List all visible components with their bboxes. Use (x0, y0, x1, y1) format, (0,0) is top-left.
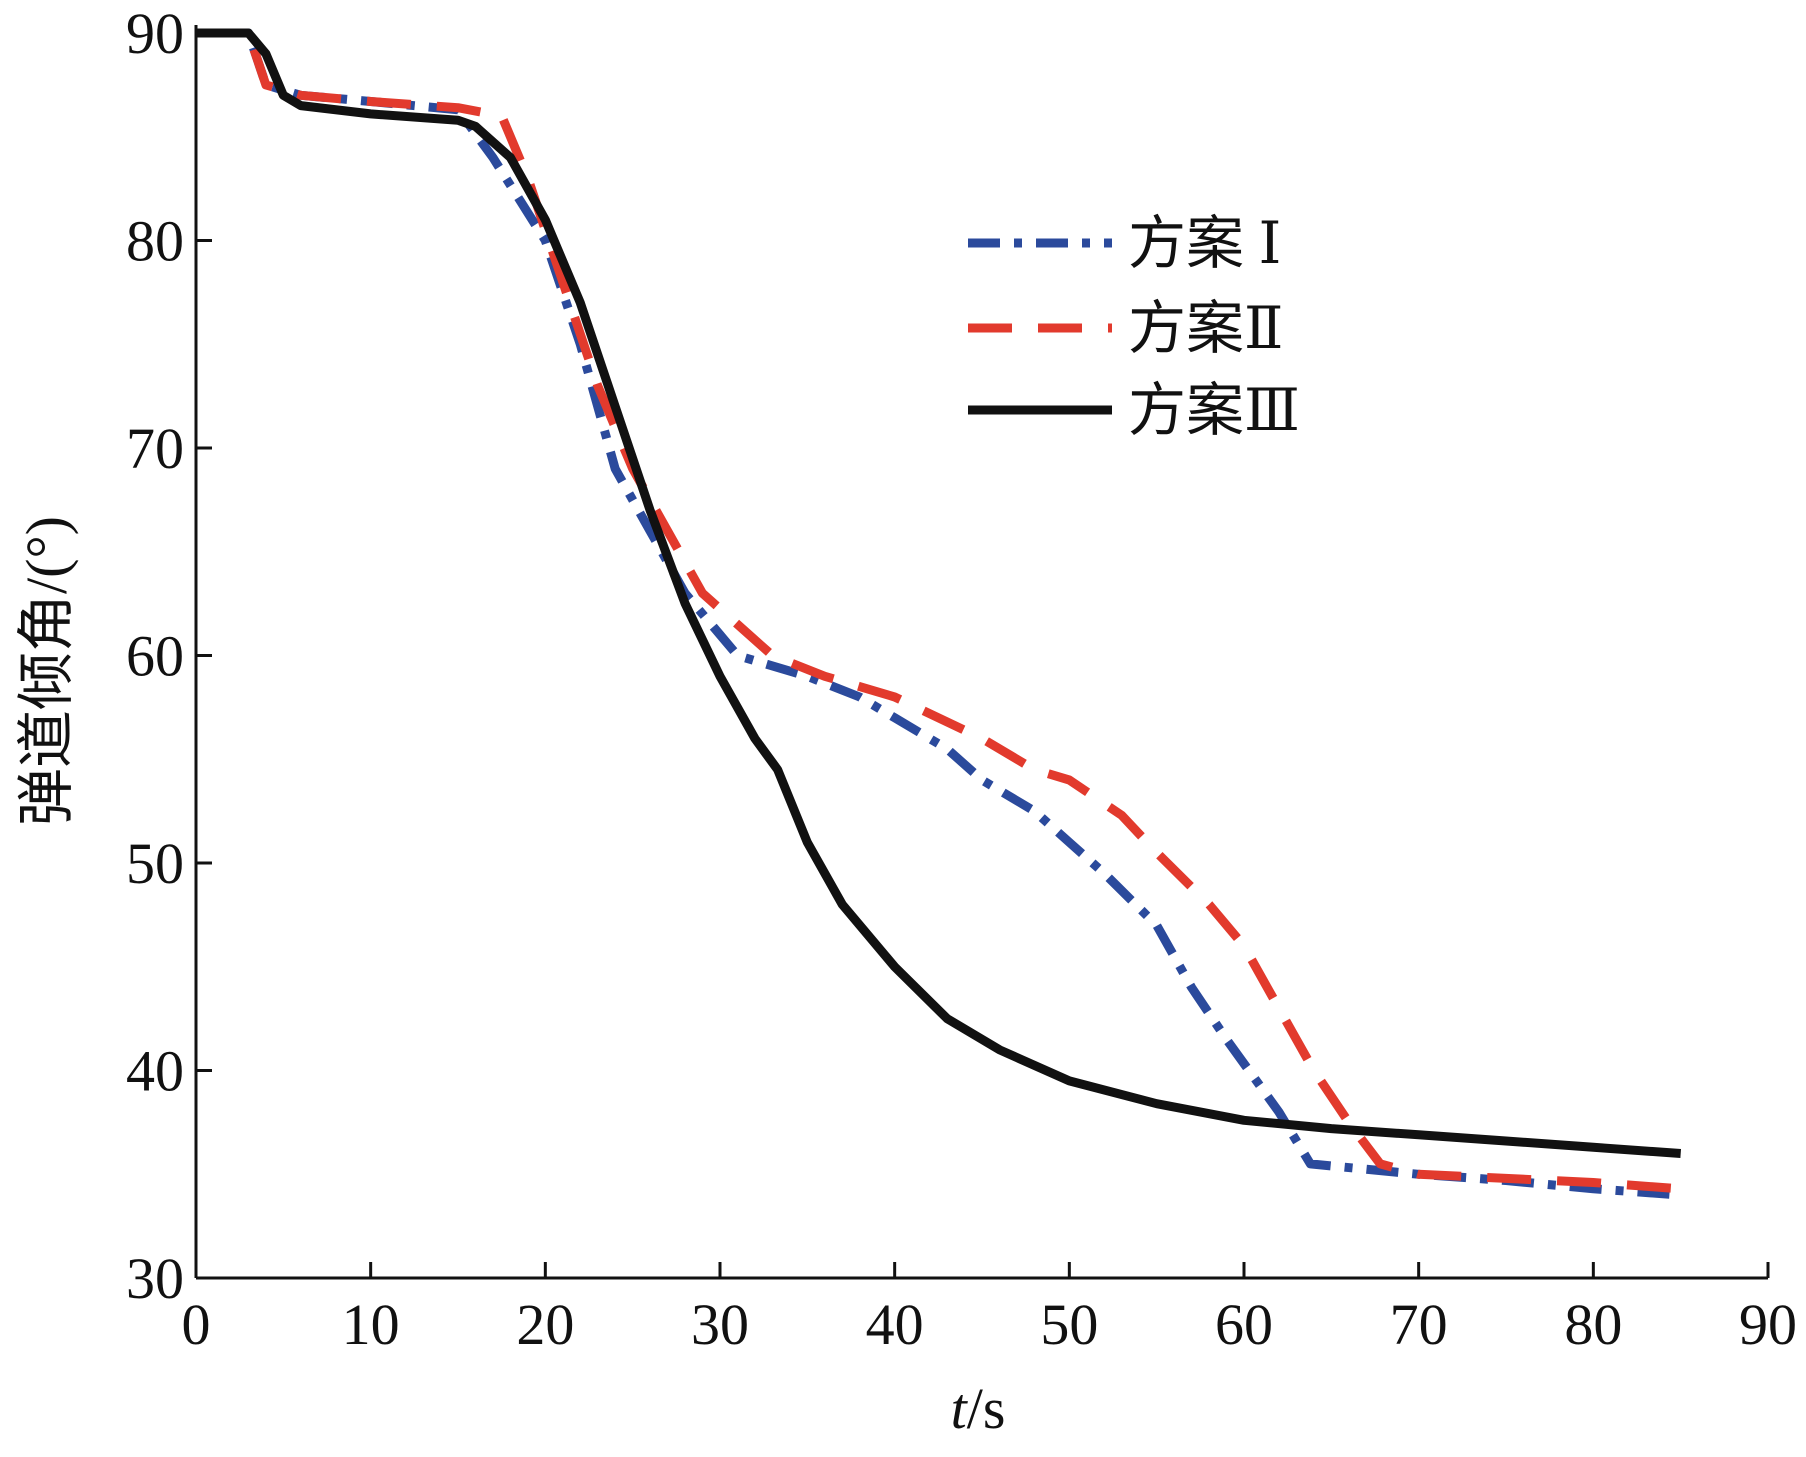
y-tick-label: 70 (126, 416, 184, 481)
y-tick-label: 60 (126, 624, 184, 689)
y-tick-label: 90 (126, 1, 184, 66)
x-tick-label: 20 (516, 1292, 574, 1357)
x-tick-label: 80 (1564, 1292, 1622, 1357)
x-axis-label: t/s (951, 1376, 1006, 1441)
legend: 方案 Ⅰ 方案Ⅱ 方案Ⅲ (968, 211, 1300, 443)
x-tick-label: 30 (691, 1292, 749, 1357)
y-axis-label: 弹道倾角/(°) (14, 516, 79, 826)
y-tick-label: 80 (126, 209, 184, 274)
x-tick-label: 10 (342, 1292, 400, 1357)
plot-lines (196, 28, 1682, 1200)
y-tick-label: 30 (126, 1246, 184, 1311)
legend-label-1: 方案 Ⅰ (1128, 211, 1281, 276)
x-tick-label: 90 (1739, 1292, 1797, 1357)
y-axis-ticks: 30 40 50 60 70 80 90 (126, 1, 212, 1311)
x-tick-label: 60 (1215, 1292, 1273, 1357)
y-tick-label: 50 (126, 831, 184, 896)
legend-label-3: 方案Ⅲ (1128, 378, 1300, 443)
x-tick-label: 0 (182, 1292, 211, 1357)
series-line-3 (196, 28, 1682, 1158)
x-axis-label-var: t (951, 1376, 969, 1441)
x-tick-label: 40 (866, 1292, 924, 1357)
series-line-2 (196, 28, 1682, 1194)
legend-label-2: 方案Ⅱ (1128, 296, 1283, 361)
x-tick-label: 70 (1390, 1292, 1448, 1357)
x-axis-ticks: 0 10 20 30 40 50 60 70 80 90 (182, 1262, 1797, 1357)
x-tick-label: 50 (1040, 1292, 1098, 1357)
x-axis-label-unit: /s (967, 1376, 1006, 1441)
y-tick-label: 40 (126, 1039, 184, 1104)
